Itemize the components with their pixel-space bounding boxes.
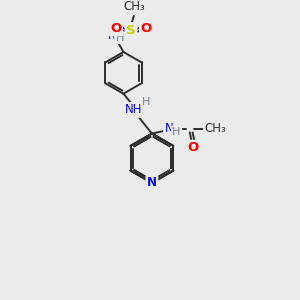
Text: N: N: [165, 122, 173, 135]
Text: O: O: [187, 141, 198, 154]
Text: O: O: [141, 22, 152, 35]
Text: O: O: [110, 22, 122, 35]
Text: CH₃: CH₃: [205, 122, 226, 135]
Text: H: H: [116, 33, 124, 43]
Text: H: H: [172, 127, 181, 137]
Text: NH: NH: [125, 103, 142, 116]
Text: S: S: [126, 24, 136, 37]
Text: N: N: [108, 29, 116, 42]
Text: CH₃: CH₃: [123, 0, 145, 13]
Text: N: N: [147, 176, 157, 189]
Text: H: H: [142, 97, 150, 107]
